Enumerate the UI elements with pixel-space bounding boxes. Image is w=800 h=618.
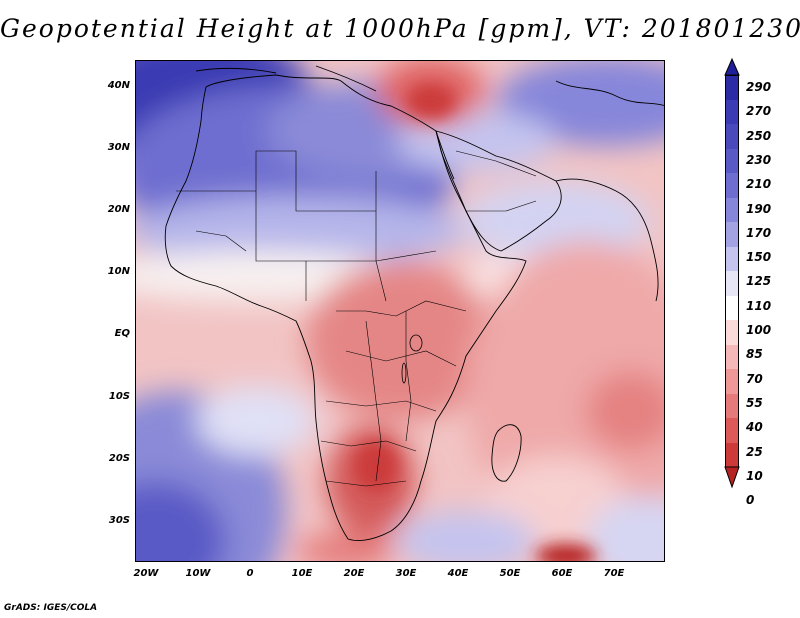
colorbar-label: 70 bbox=[746, 371, 763, 386]
map-svg bbox=[136, 61, 664, 561]
country-borders bbox=[176, 150, 537, 487]
lat-label-30n: 30N bbox=[107, 142, 130, 153]
colorbar-label: 190 bbox=[746, 201, 772, 216]
lon-label-40e: 40E bbox=[447, 568, 469, 579]
colorbar-cell bbox=[725, 246, 739, 272]
lon-label-20e: 20E bbox=[343, 568, 365, 579]
lon-label-30e: 30E bbox=[395, 568, 417, 579]
field-blobs bbox=[136, 61, 664, 561]
colorbar-label: 290 bbox=[746, 80, 772, 94]
lat-label-20s: 20S bbox=[108, 453, 130, 464]
colorbar-cell bbox=[725, 418, 739, 443]
colorbar-cell bbox=[725, 222, 739, 247]
lat-label-10s: 10S bbox=[108, 391, 130, 402]
colorbar-label: 40 bbox=[746, 420, 763, 435]
lon-label-60e: 60E bbox=[551, 568, 573, 579]
chart-title: Geopotential Height at 1000hPa [gpm], VT… bbox=[0, 14, 800, 43]
lon-label-20w: 20W bbox=[133, 568, 159, 579]
lon-label-70e: 70E bbox=[603, 568, 625, 579]
colorbar-label: 100 bbox=[746, 323, 772, 337]
colorbar-cell bbox=[725, 369, 739, 394]
lon-label-10e: 10E bbox=[291, 568, 313, 579]
colorbar-label: 55 bbox=[746, 395, 763, 410]
colorbar-label: 110 bbox=[746, 298, 772, 313]
colorbar-label: 250 bbox=[746, 128, 772, 143]
lake-victoria bbox=[409, 334, 423, 352]
lat-label-10n: 10N bbox=[107, 266, 130, 277]
credit-text: GrADS: IGES/COLA bbox=[4, 603, 98, 613]
colorbar-cell bbox=[725, 173, 739, 198]
lon-label-0: 0 bbox=[246, 568, 254, 579]
colorbar-label: 270 bbox=[746, 104, 772, 119]
colorbar-min-arrow bbox=[724, 466, 740, 489]
colorbar-label: 125 bbox=[746, 274, 772, 289]
colorbar-max-arrow bbox=[724, 57, 740, 76]
lon-label-10w: 10W bbox=[185, 568, 211, 579]
colorbar-arrows bbox=[724, 57, 740, 489]
lat-label-30s: 30S bbox=[108, 515, 130, 526]
colorbar-cell bbox=[725, 197, 739, 223]
lat-label-20n: 20N bbox=[107, 204, 130, 215]
map-plot-area bbox=[135, 60, 665, 562]
colorbar-cell bbox=[725, 124, 739, 149]
colorbar-cell bbox=[725, 148, 739, 174]
lat-label-40n: 40N bbox=[107, 80, 130, 91]
colorbar-cell bbox=[725, 99, 739, 125]
colorbar-cell bbox=[725, 344, 739, 370]
lake-tanganyika bbox=[401, 362, 407, 384]
colorbar-label: 150 bbox=[746, 250, 772, 265]
colorbar-label: 210 bbox=[746, 177, 772, 192]
colorbar-label: 10 bbox=[746, 468, 763, 483]
coastlines bbox=[164, 65, 664, 542]
colorbar-label: 0 bbox=[746, 493, 755, 508]
colorbar-cell bbox=[725, 393, 739, 419]
colorbar-label: 170 bbox=[746, 225, 772, 240]
colorbar-cell bbox=[725, 271, 739, 296]
colorbar-cell bbox=[725, 320, 739, 345]
colorbar-cell bbox=[725, 295, 739, 321]
colorbar-label: 230 bbox=[746, 152, 772, 167]
colorbar-label: 85 bbox=[746, 347, 763, 362]
colorbar-label: 25 bbox=[746, 444, 763, 459]
lon-label-50e: 50E bbox=[499, 568, 521, 579]
lat-label-eq: EQ bbox=[114, 328, 130, 339]
